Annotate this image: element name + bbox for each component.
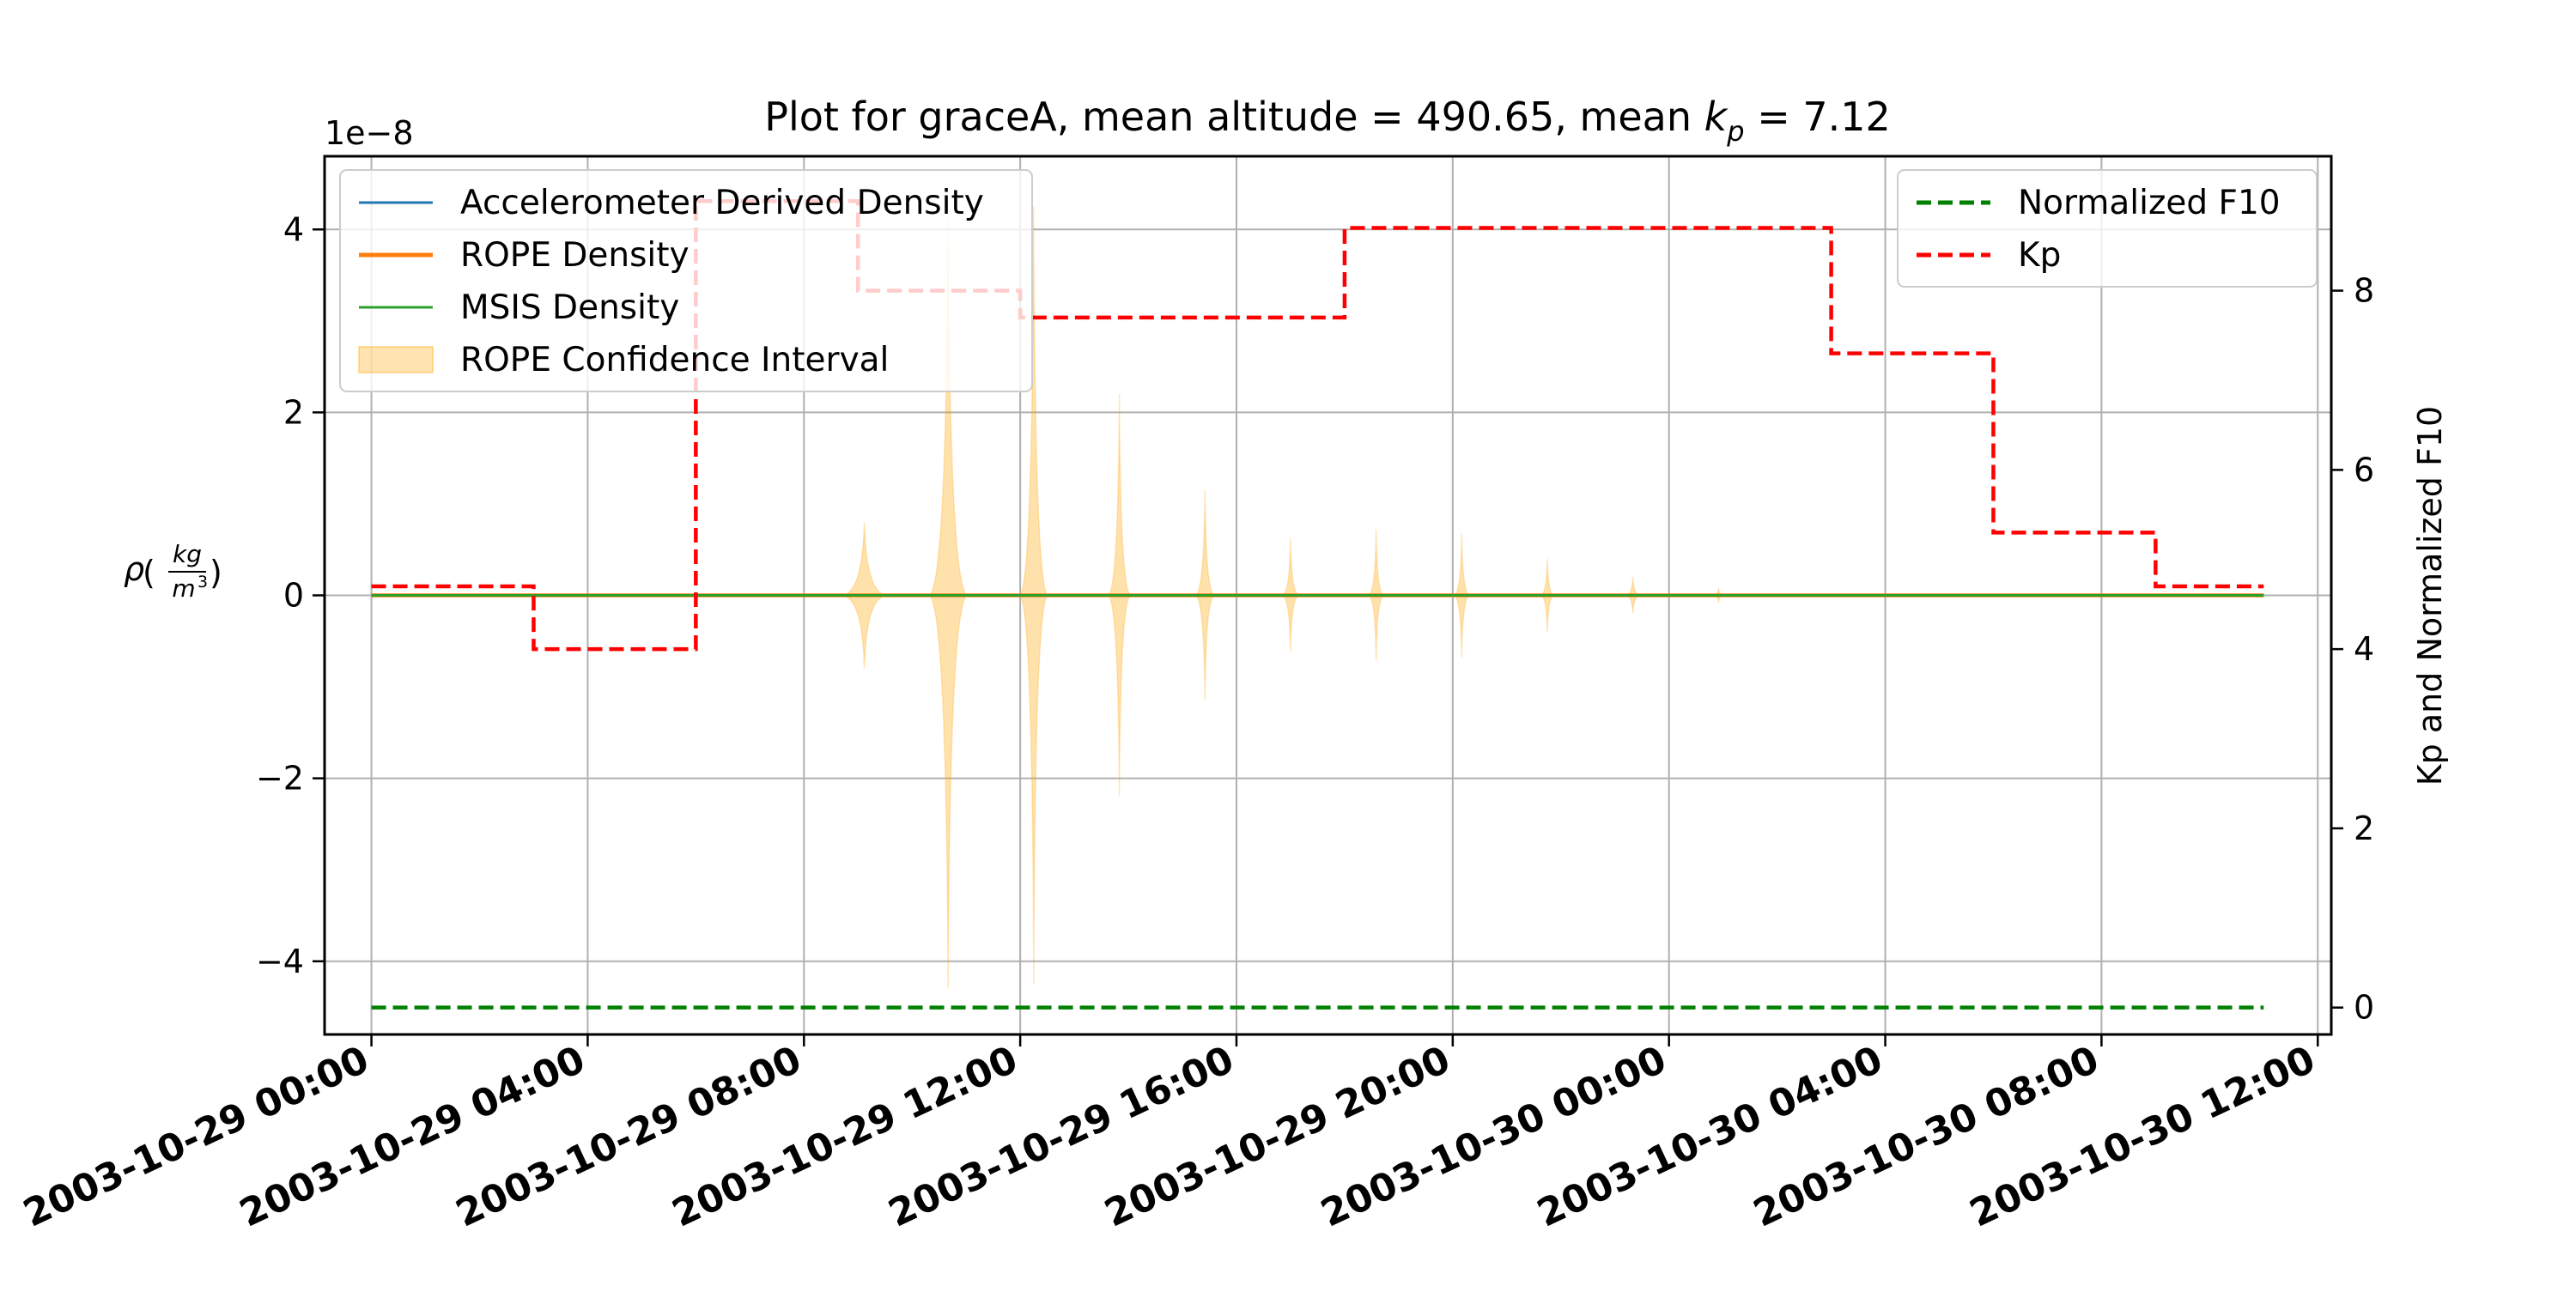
series-kp [371,198,2264,652]
legend-label: ROPE Confidence Interval [460,341,889,379]
right-tick-label: 2 [2354,810,2374,847]
legend-right: Normalized F10 Kp [1897,169,2318,288]
legend-left: Accelerometer Derived Density ROPE Densit… [339,169,1033,392]
chart-title: Plot for graceA, mean altitude = 490.65,… [764,94,1891,148]
legend-label: Accelerometer Derived Density [460,184,984,222]
right-tick-label: 8 [2354,272,2374,310]
title-prefix: Plot for graceA, mean altitude = 490.65,… [764,94,1704,140]
left-tick-label: 2 [283,393,304,431]
left-tick-label: −4 [256,943,304,980]
legend-label: ROPE Density [460,236,690,275]
title-p: p [1726,115,1744,148]
legend-left-box [339,169,1033,392]
right-tick-label: 4 [2354,630,2374,668]
ylabel-close-paren: ) [210,554,222,591]
ylabel-open-paren: ( [143,554,155,591]
right-tick-label: 0 [2354,989,2374,1027]
legend-swatch [358,346,434,373]
right-axis: 0 2 4 6 8 [2331,272,2374,1027]
title-k: k [1704,94,1729,140]
title-suffix: = 7.12 [1745,94,1891,140]
left-axis-label: ρ ( kg m 3 ) [124,540,222,603]
left-tick-label: 4 [283,210,304,248]
legend-label: MSIS Density [460,288,679,327]
left-tick-label: 0 [283,577,304,615]
ylabel-denominator-exp: 3 [197,573,208,591]
right-tick-label: 6 [2354,451,2374,488]
right-axis-label: Kp and Normalized F10 [2411,406,2449,786]
ylabel-numerator: kg [173,540,202,568]
ylabel-rho: ρ [124,550,144,588]
legend-label: Normalized F10 [2018,184,2281,222]
kp-f10-lines [371,198,2264,1010]
left-tick-label: −2 [256,760,304,798]
ylabel-denominator: m [172,574,195,603]
left-axis-multiplier: 1e−8 [325,114,414,152]
legend-right-box [1897,169,2318,288]
left-axis: −4 −2 0 2 4 [256,210,325,980]
legend-label: Kp [2018,236,2061,275]
